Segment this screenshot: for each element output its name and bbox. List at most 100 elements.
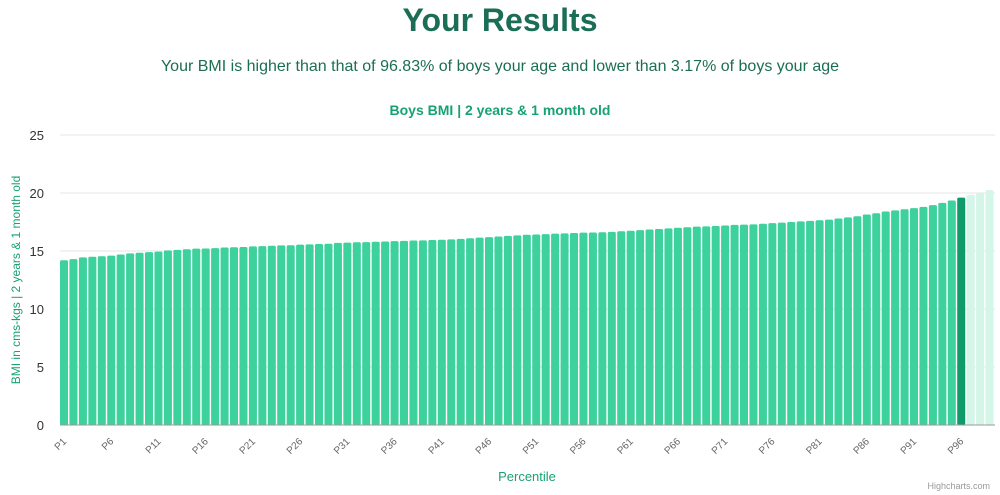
bar-P15[interactable] — [192, 248, 201, 425]
bar-P5[interactable] — [97, 256, 106, 425]
bar-P82[interactable] — [825, 219, 834, 425]
bar-P70[interactable] — [711, 226, 720, 425]
bar-P13[interactable] — [173, 249, 182, 425]
bar-P78[interactable] — [787, 222, 796, 425]
bar-P19[interactable] — [230, 247, 239, 425]
bar-P72[interactable] — [730, 224, 739, 425]
bar-P52[interactable] — [541, 234, 550, 425]
bar-P66[interactable] — [673, 227, 682, 425]
bar-P41[interactable] — [437, 239, 446, 425]
bar-P11[interactable] — [154, 251, 163, 425]
bar-P56[interactable] — [579, 232, 588, 425]
bar-P61[interactable] — [626, 230, 635, 425]
bar-P63[interactable] — [645, 229, 654, 425]
bar-P54[interactable] — [560, 233, 569, 425]
bar-P87[interactable] — [872, 213, 881, 425]
bar-P97[interactable] — [966, 194, 975, 425]
bar-P1[interactable] — [60, 260, 69, 425]
bar-P62[interactable] — [636, 230, 645, 425]
bar-P26[interactable] — [296, 244, 305, 425]
bar-P43[interactable] — [456, 238, 465, 425]
bar-P14[interactable] — [182, 249, 191, 425]
bar-P37[interactable] — [400, 240, 409, 425]
bar-P50[interactable] — [522, 234, 531, 425]
bar-P7[interactable] — [116, 254, 125, 425]
bar-P47[interactable] — [494, 236, 503, 426]
bar-P59[interactable] — [607, 231, 616, 425]
bar-P86[interactable] — [862, 214, 871, 425]
credits-link[interactable]: Highcharts.com — [927, 481, 990, 491]
bar-P44[interactable] — [466, 238, 475, 425]
bar-P40[interactable] — [428, 239, 437, 425]
bar-P32[interactable] — [352, 242, 361, 425]
bar-P95[interactable] — [947, 200, 956, 425]
bar-P55[interactable] — [570, 233, 579, 425]
bar-P84[interactable] — [843, 217, 852, 425]
bar-P98[interactable] — [976, 193, 985, 425]
bar-P9[interactable] — [135, 252, 144, 425]
bar-P90[interactable] — [900, 209, 909, 425]
bar-P22[interactable] — [258, 246, 267, 425]
bar-P33[interactable] — [362, 242, 371, 425]
bar-P3[interactable] — [78, 257, 87, 425]
bar-P64[interactable] — [655, 228, 664, 425]
bar-P93[interactable] — [928, 205, 937, 425]
bar-P79[interactable] — [796, 221, 805, 425]
bar-P77[interactable] — [777, 222, 786, 425]
bar-P57[interactable] — [588, 232, 597, 425]
bar-P94[interactable] — [938, 202, 947, 425]
bar-P51[interactable] — [532, 234, 541, 425]
bar-P99[interactable] — [985, 190, 994, 425]
bar-P53[interactable] — [551, 233, 560, 425]
bar-P81[interactable] — [815, 220, 824, 425]
bar-P8[interactable] — [126, 253, 135, 425]
bar-P45[interactable] — [475, 237, 484, 425]
bar-P12[interactable] — [163, 250, 172, 425]
bar-P16[interactable] — [201, 248, 210, 425]
bar-P42[interactable] — [447, 239, 456, 425]
bar-P17[interactable] — [211, 248, 220, 425]
bar-P18[interactable] — [220, 247, 229, 425]
bar-P48[interactable] — [503, 235, 512, 425]
bar-P58[interactable] — [598, 232, 607, 425]
bar-P68[interactable] — [692, 226, 701, 425]
bar-P80[interactable] — [806, 220, 815, 425]
bar-P92[interactable] — [919, 206, 928, 425]
bar-P69[interactable] — [702, 226, 711, 425]
bar-P38[interactable] — [409, 240, 418, 425]
bar-P46[interactable] — [485, 237, 494, 425]
bar-P2[interactable] — [69, 259, 78, 425]
bar-P27[interactable] — [305, 244, 314, 425]
bar-P6[interactable] — [107, 255, 116, 425]
bar-P29[interactable] — [324, 243, 333, 425]
bar-P73[interactable] — [740, 224, 749, 425]
bar-P60[interactable] — [617, 231, 626, 425]
bar-P88[interactable] — [881, 211, 890, 425]
bar-P74[interactable] — [749, 224, 758, 425]
bar-P31[interactable] — [343, 242, 352, 425]
bar-P4[interactable] — [88, 256, 97, 425]
bar-P75[interactable] — [758, 223, 767, 425]
bar-P23[interactable] — [267, 245, 276, 425]
bar-P83[interactable] — [834, 218, 843, 425]
bar-P91[interactable] — [910, 208, 919, 425]
bar-P36[interactable] — [390, 241, 399, 425]
bar-P35[interactable] — [381, 241, 390, 425]
bar-P89[interactable] — [891, 210, 900, 425]
bar-P67[interactable] — [683, 227, 692, 425]
bar-P85[interactable] — [853, 216, 862, 425]
bar-P49[interactable] — [513, 235, 522, 425]
bar-P20[interactable] — [239, 246, 248, 425]
bar-P76[interactable] — [768, 223, 777, 425]
bar-P30[interactable] — [333, 242, 342, 425]
bar-P10[interactable] — [145, 252, 154, 425]
bar-P96[interactable] — [957, 197, 966, 425]
bar-P65[interactable] — [664, 228, 673, 425]
bar-P34[interactable] — [371, 241, 380, 425]
bar-P21[interactable] — [248, 246, 257, 425]
bar-P71[interactable] — [721, 225, 730, 425]
bar-P24[interactable] — [277, 245, 286, 425]
bar-P25[interactable] — [286, 245, 295, 425]
bar-P39[interactable] — [418, 240, 427, 425]
bar-P28[interactable] — [315, 244, 324, 425]
